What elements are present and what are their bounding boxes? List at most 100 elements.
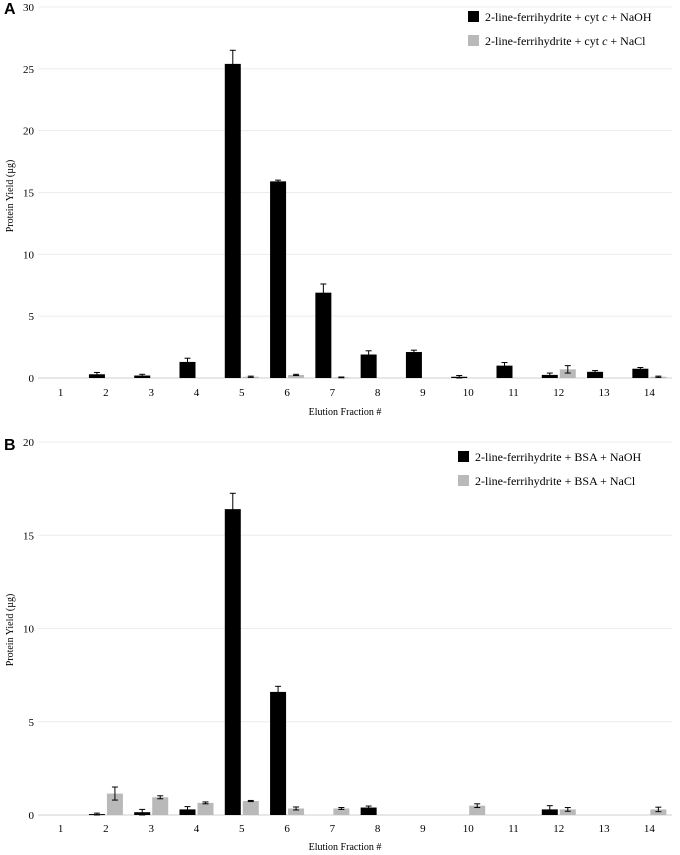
panel-b-error-bar-series-2-fraction-6	[293, 806, 300, 811]
panel-a-error-bar-series-2-fraction-14	[655, 375, 662, 378]
panel-b-bar-series-2-fraction-10	[469, 805, 486, 815]
panel-a-legend: 2-line-ferrihydrite + cyt c + NaOH 2-line…	[468, 10, 652, 48]
panel-a-bar-series-2-fraction-6	[288, 374, 305, 378]
panel-b-bar-series-2-fraction-6	[288, 808, 305, 815]
panel-b-bar-series-1-fraction-8	[360, 807, 377, 815]
panel-a-bar-series-1-fraction-7	[315, 292, 332, 378]
panel-b-bars	[88, 492, 667, 816]
panel-a-error-bar-series-1-fraction-9	[410, 349, 417, 355]
panel-b-x-tick-label: 3	[148, 823, 154, 835]
panel-b-x-axis-title: Elution Fraction #	[309, 842, 382, 853]
panel-a-x-tick-label: 10	[463, 387, 475, 399]
panel-b-error-bar-series-2-fraction-3	[157, 795, 164, 800]
panel-a-error-bar-series-1-fraction-10	[456, 375, 463, 379]
panel-a-y-tick-label: 30	[23, 2, 35, 14]
panel-a-x-tick-label: 7	[330, 387, 336, 399]
panel-b-bar-series-2-fraction-5	[242, 801, 259, 815]
panel-a-y-tick-label: 25	[23, 64, 35, 76]
panel-b-bar-series-2-fraction-2	[106, 793, 123, 815]
panel-b-error-bar-series-1-fraction-4	[184, 806, 191, 813]
panel-b-error-bar-series-2-fraction-7	[338, 807, 345, 810]
panel-a-x-tick-label: 4	[194, 387, 200, 399]
panel-a-error-bar-series-2-fraction-6	[293, 373, 300, 377]
panel-a-error-bar-series-1-fraction-13	[592, 370, 599, 374]
panel-b-bar-series-2-fraction-3	[152, 797, 169, 815]
panel-b-error-bar-series-2-fraction-14	[655, 806, 662, 813]
panel-b-x-tick-label: 11	[508, 823, 519, 835]
panel-a-error-bar-series-1-fraction-12	[546, 372, 553, 378]
panel-a-x-tick-label: 2	[103, 387, 109, 399]
panel-a-y-tick-label: 20	[23, 126, 35, 138]
panel-a-x-tick-label: 11	[508, 387, 519, 399]
panel-b-error-bar-series-1-fraction-5	[229, 492, 236, 526]
panel-a-y-tick-label: 5	[29, 311, 35, 323]
panel-a-bar-series-1-fraction-8	[360, 354, 377, 378]
panel-b-legend-label-1: 2-line-ferrihydrite + BSA + NaOH	[475, 450, 642, 464]
panel-b-y-axis-title: Protein Yield (µg)	[5, 594, 16, 667]
panel-a-bar-series-1-fraction-9	[405, 352, 422, 378]
panel-a-x-tick-label: 1	[58, 387, 64, 399]
panel-b-x-tick-label: 10	[463, 823, 475, 835]
panel-b-bar-series-2-fraction-14	[650, 809, 667, 815]
panel-a-y-tick-label: 10	[23, 249, 35, 261]
panel-b-y-tick-label: 0	[29, 810, 35, 822]
panel-a-error-bar-series-1-fraction-8	[365, 350, 372, 359]
panel-b-error-bar-series-1-fraction-3	[139, 808, 146, 816]
panel-b-x-tick-label: 2	[103, 823, 109, 835]
panel-b-bar-series-2-fraction-7	[333, 808, 350, 815]
panel-b-error-bar-series-2-fraction-10	[474, 803, 481, 809]
panel-a-gridlines	[38, 6, 672, 379]
panel-b-error-bar-series-1-fraction-12	[546, 805, 553, 814]
panel-b-x-tick-label: 6	[284, 823, 290, 835]
panel-a-bar-series-1-fraction-5	[224, 63, 241, 379]
panel-b-error-bar-series-2-fraction-5	[247, 799, 254, 803]
panel-a-x-tick-label: 14	[644, 387, 656, 399]
panel-a-bar-series-1-fraction-13	[587, 371, 604, 378]
panel-a-bars	[88, 49, 667, 379]
panel-a-x-tick-label: 3	[148, 387, 154, 399]
panel-b-y-tick-label: 20	[23, 437, 35, 449]
panel-b-error-bar-series-2-fraction-12	[564, 807, 571, 812]
panel-a-error-bar-series-1-fraction-3	[139, 373, 146, 378]
panel-b-legend: 2-line-ferrihydrite + BSA + NaOH 2-line-f…	[458, 450, 642, 488]
panel-a-legend-swatch-2	[468, 35, 479, 46]
panel-b-bar-series-2-fraction-12	[559, 809, 576, 815]
panel-letter-b: B	[4, 437, 16, 454]
panel-a-legend-swatch-1	[468, 11, 479, 22]
panel-a-error-bar-series-2-fraction-5	[247, 375, 254, 378]
panel-b-bar-series-1-fraction-6	[270, 691, 287, 815]
panel-b-legend-swatch-2	[458, 475, 469, 486]
panel-a-x-axis-title: Elution Fraction #	[309, 407, 382, 418]
panel-a-bar-series-1-fraction-14	[632, 368, 649, 378]
panel-a-bar-series-1-fraction-11	[496, 365, 513, 378]
panel-a-legend-label-2: 2-line-ferrihydrite + cyt c + NaCl	[485, 34, 646, 48]
panel-b-y-tick-label: 10	[23, 624, 35, 636]
panel-a-error-bar-series-1-fraction-7	[320, 283, 327, 302]
panel-a-error-bar-series-1-fraction-14	[637, 366, 644, 371]
panel-b-y-tick-label: 15	[23, 530, 35, 542]
panel-b-x-tick-label: 12	[553, 823, 564, 835]
panel-b-error-bar-series-1-fraction-6	[275, 685, 282, 699]
panel-a-x-tick-label: 5	[239, 387, 245, 399]
panel-a-x-tick-label: 9	[420, 387, 426, 399]
panel-b-legend-swatch-1	[458, 451, 469, 462]
panel-a-error-bar-series-2-fraction-12	[564, 365, 571, 374]
panel-a-x-tick-label: 6	[284, 387, 290, 399]
panel-a-error-bar-series-1-fraction-5	[229, 49, 236, 78]
panel-b-x-tick-label: 7	[330, 823, 336, 835]
panel-a-legend-label-1: 2-line-ferrihydrite + cyt c + NaOH	[485, 10, 652, 24]
panel-b-x-tick-label: 1	[58, 823, 64, 835]
panel-b-x-tick-label: 9	[420, 823, 426, 835]
panel-a-y-axis-title: Protein Yield (µg)	[5, 160, 16, 233]
panel-b-error-bar-series-2-fraction-4	[202, 801, 209, 805]
panel-b-legend-label-2: 2-line-ferrihydrite + BSA + NaCl	[475, 474, 636, 488]
panel-b-x-tick-label: 8	[375, 823, 381, 835]
panel-b-bar-series-2-fraction-4	[197, 802, 214, 815]
panel-b-error-bar-series-2-fraction-2	[111, 786, 118, 801]
panel-b-x-tick-label: 14	[644, 823, 656, 835]
panel-a-y-tick-label: 15	[23, 188, 35, 200]
panel-a-error-bar-series-1-fraction-4	[184, 357, 191, 367]
